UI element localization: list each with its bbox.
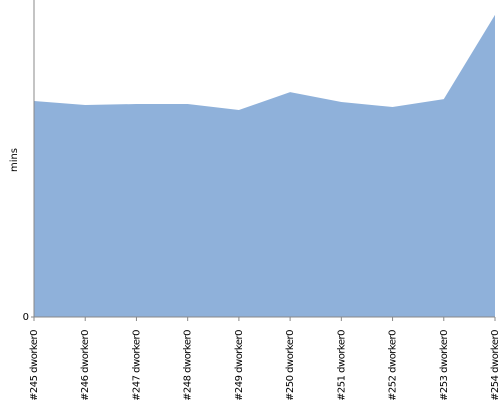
x-tick-label: #254 dworker0 [490,330,500,400]
area [34,14,495,317]
x-tick-label: #248 dworker0 [183,330,194,400]
x-tick-label: #247 dworker0 [131,330,142,400]
x-tick-label: #252 dworker0 [388,330,399,400]
x-tick-label: #250 dworker0 [285,330,296,400]
x-tick-label: #249 dworker0 [234,330,245,400]
x-tick-label: #245 dworker0 [29,330,40,400]
y-axis-label: mins [9,148,20,172]
x-tick-label: #253 dworker0 [439,330,450,400]
x-tick-label: #246 dworker0 [80,330,91,400]
y-tick-label: 0 [23,312,29,323]
x-tick-label: #251 dworker0 [336,330,347,400]
